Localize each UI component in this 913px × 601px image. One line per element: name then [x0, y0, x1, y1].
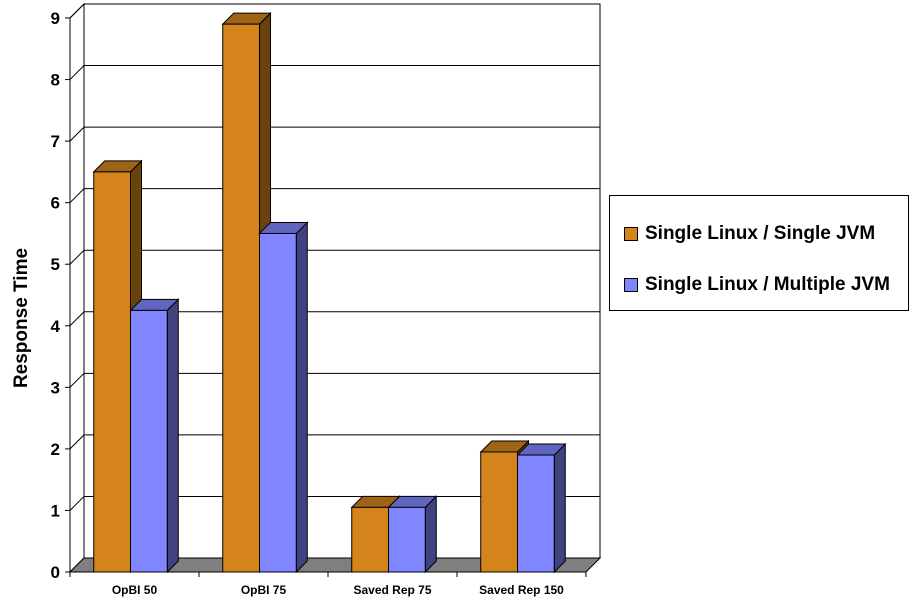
bar: [93, 171, 131, 573]
bar: [222, 23, 260, 573]
legend-item-multiple-jvm: Single Linux / Multiple JVM: [624, 274, 890, 296]
gridline: [69, 3, 600, 19]
gridline: [69, 126, 600, 142]
bar: [480, 451, 518, 573]
legend-swatch-single-jvm: [624, 227, 638, 241]
y-axis-title: Response Time: [11, 248, 32, 388]
x-tick-label: OpBI 75: [241, 583, 287, 597]
gridline: [69, 249, 600, 265]
bar-side: [424, 495, 437, 574]
bar: [130, 309, 168, 573]
bar: [259, 232, 297, 573]
y-tick-label: 2: [51, 440, 60, 459]
side-wall: [69, 2, 85, 574]
x-tick-label: Saved Rep 150: [479, 583, 564, 597]
x-tick-labels: OpBI 50 OpBI 75 Saved Rep 75 Saved Rep 150: [112, 583, 564, 597]
legend: Single Linux / Single JVM Single Linux /…: [609, 195, 909, 311]
y-tick-labels: 0 1 2 3 4 5 6 7 8 9: [51, 9, 61, 582]
gridlines: [69, 3, 600, 573]
legend-swatch-multiple-jvm: [624, 278, 638, 292]
gridline: [69, 188, 600, 204]
bars: [92, 11, 567, 574]
x-tick-label: Saved Rep 75: [353, 583, 431, 597]
y-tick-label: 1: [51, 501, 60, 520]
bar-side: [166, 298, 179, 574]
y-tick-label: 5: [51, 255, 60, 274]
x-tick-label: OpBI 50: [112, 583, 158, 597]
y-tick-label: 8: [51, 71, 60, 90]
legend-item-single-jvm: Single Linux / Single JVM: [624, 223, 875, 245]
bar: [388, 506, 426, 573]
gridline: [69, 434, 600, 450]
gridline: [69, 65, 600, 80]
bar-side: [295, 221, 308, 574]
bar: [351, 506, 389, 573]
legend-label-single-jvm: Single Linux / Single JVM: [645, 223, 876, 244]
y-tick-label: 6: [51, 194, 60, 213]
legend-label-multiple-jvm: Single Linux / Multiple JVM: [645, 274, 890, 295]
y-tick-label: 9: [51, 9, 60, 28]
y-tick-label: 3: [51, 378, 60, 397]
bar-side: [553, 442, 566, 574]
y-tick-label: 4: [51, 317, 61, 336]
y-tick-label: 7: [51, 132, 60, 151]
y-tick-label: 0: [51, 563, 60, 582]
gridline: [69, 372, 600, 388]
gridline: [69, 311, 600, 327]
bar: [517, 454, 555, 573]
